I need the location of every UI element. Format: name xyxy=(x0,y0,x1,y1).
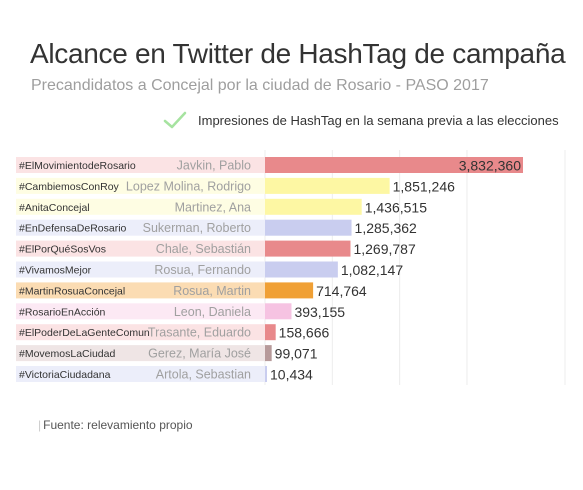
legend-label: Impresiones de HashTag en la semana prev… xyxy=(198,112,559,128)
data-label: 1,082,147 xyxy=(341,262,403,278)
candidate-label: Leon, Daniela xyxy=(174,305,251,319)
bar xyxy=(265,198,362,215)
candidate-label: Chale, Sebastián xyxy=(156,242,251,256)
bar xyxy=(265,219,352,236)
label-band xyxy=(16,198,265,215)
data-label: 158,666 xyxy=(279,325,330,341)
hashtag-label: #EnDefensaDeRosario xyxy=(19,223,127,235)
data-label: 1,436,515 xyxy=(365,199,427,215)
bar xyxy=(265,324,276,341)
source-text: Fuente: relevamiento propio xyxy=(43,418,193,432)
data-label: 3,832,360 xyxy=(459,158,521,174)
chart-title: Alcance en Twitter de HashTag de campaña xyxy=(30,38,566,69)
label-band xyxy=(16,324,265,341)
hashtag-label: #MovemosLaCiudad xyxy=(19,348,115,360)
bar xyxy=(265,303,292,320)
bar xyxy=(265,177,390,194)
chart-subtitle: Precandidatos a Concejal por la ciudad d… xyxy=(31,77,489,94)
candidate-label: Rosua, Martin xyxy=(173,284,251,298)
bar xyxy=(265,282,314,299)
bar xyxy=(265,345,272,362)
label-band xyxy=(16,303,265,320)
bar xyxy=(265,157,523,173)
label-band xyxy=(16,219,265,236)
data-label: 1,269,787 xyxy=(353,241,415,257)
label-band xyxy=(16,366,265,382)
data-label: 1,285,362 xyxy=(355,220,417,236)
hashtag-label: #ElPoderDeLaGenteComun xyxy=(19,327,150,339)
data-label: 10,434 xyxy=(270,367,313,383)
hashtag-label: #CambiemosConRoy xyxy=(19,181,120,193)
candidate-label: Rosua, Fernando xyxy=(154,263,251,277)
candidate-label: Lopez Molina, Rodrigo xyxy=(126,179,251,193)
data-label: 393,155 xyxy=(294,304,345,320)
label-band xyxy=(16,282,265,299)
hashtag-label: #ElPorQuéSosVos xyxy=(19,244,106,256)
candidate-label: Sukerman, Roberto xyxy=(143,221,251,235)
candidate-label: Artola, Sebastian xyxy=(156,368,251,382)
data-label: 99,071 xyxy=(275,346,318,362)
label-band xyxy=(16,177,265,194)
candidate-label: Martinez, Ana xyxy=(175,200,251,214)
candidate-label: Trasante, Eduardo xyxy=(148,326,251,340)
candidate-label: Gerez, María José xyxy=(148,347,251,361)
label-band xyxy=(16,345,265,362)
hashtag-label: #RosarioEnAcción xyxy=(19,306,106,318)
label-band xyxy=(16,261,265,278)
source-marker: | xyxy=(38,418,42,432)
bar xyxy=(265,261,338,278)
hashtag-label: #VivamosMejor xyxy=(19,265,92,277)
data-label: 714,764 xyxy=(316,283,367,299)
hashtag-label: #VictoriaCiudadana xyxy=(19,369,111,381)
data-label: 1,851,246 xyxy=(393,178,455,194)
hashtag-label: #MartinRosuaConcejal xyxy=(19,285,125,297)
bar xyxy=(265,240,351,257)
source-note: | Fuente: relevamiento propio xyxy=(38,418,193,432)
legend: Impresiones de HashTag en la semana prev… xyxy=(162,110,559,130)
candidate-label: Javkin, Pablo xyxy=(177,159,251,173)
hashtag-label: #ElMovimientodeRosario xyxy=(19,160,136,172)
label-band xyxy=(16,240,265,257)
hashtag-label: #AnitaConcejal xyxy=(19,202,90,214)
bar xyxy=(265,366,267,382)
check-icon xyxy=(163,111,187,129)
label-band xyxy=(16,157,265,173)
